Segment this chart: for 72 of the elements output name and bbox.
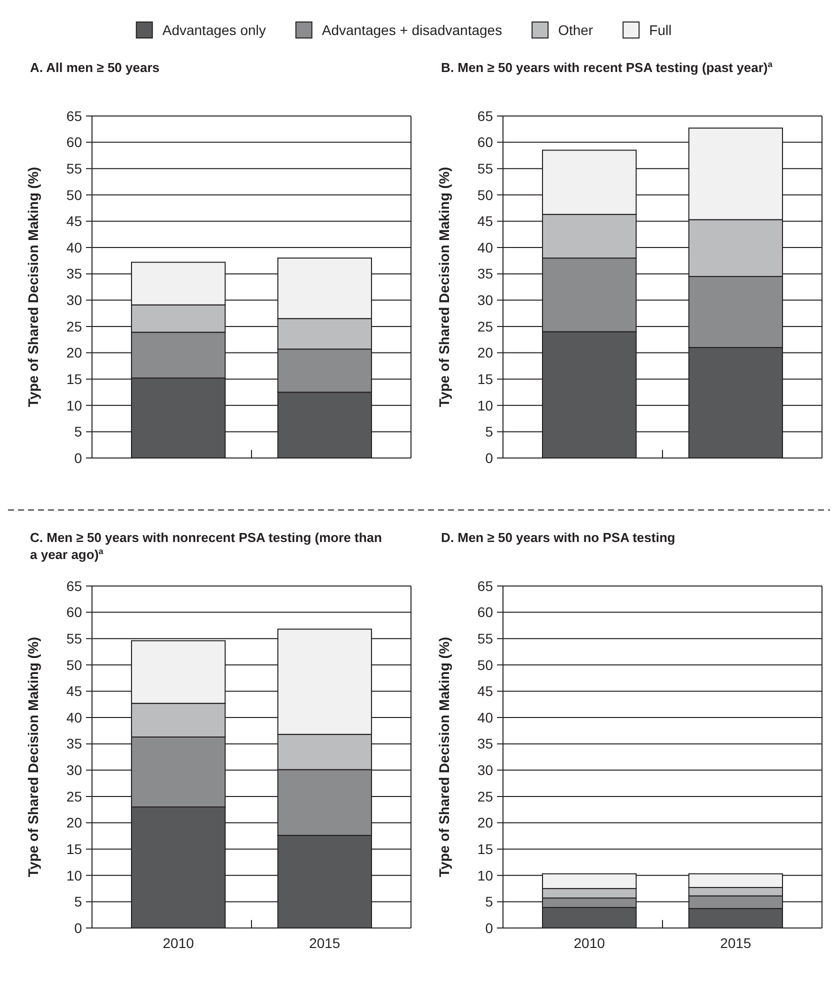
y-tick-label: 15: [66, 370, 82, 387]
y-tick-label: 30: [66, 292, 82, 308]
y-tick-label: 5: [74, 894, 82, 910]
y-tick-label: 65: [66, 108, 82, 124]
y-tick-label: 55: [66, 160, 82, 177]
y-tick-label: 25: [66, 788, 82, 804]
y-tick-label: 45: [66, 683, 82, 700]
y-tick-label: 5: [485, 894, 494, 910]
y-tick-label: 20: [477, 344, 494, 361]
y-tick-label: 60: [66, 134, 82, 150]
y-tick-label: 5: [485, 424, 494, 440]
y-tick-label: 35: [477, 736, 494, 752]
y-tick-label: 0: [485, 920, 494, 936]
y-tick-label: 20: [66, 344, 82, 361]
x-tick-label: 2015: [309, 935, 340, 951]
x-tick-label: 2010: [574, 935, 606, 951]
y-tick-label: 40: [66, 709, 82, 726]
chart-title: A. All men ≥ 50 years: [30, 60, 160, 75]
y-tick-label: 30: [66, 762, 82, 778]
y-axis-title: Type of Shared Decision Making (%): [25, 636, 41, 878]
x-tick-label: 2015: [720, 935, 752, 951]
legend-label: Other: [558, 22, 594, 38]
y-tick-label: 50: [66, 656, 82, 673]
legend-label: Advantages + disadvantages: [322, 22, 502, 38]
y-tick-label: 20: [66, 814, 82, 831]
y-tick-label: 60: [477, 604, 494, 620]
y-tick-label: 40: [66, 239, 82, 256]
y-axis-title: Type of Shared Decision Making (%): [436, 166, 452, 408]
y-tick-label: 25: [477, 318, 494, 334]
y-tick-label: 20: [477, 814, 494, 831]
y-tick-label: 25: [66, 318, 82, 334]
y-axis-title: Type of Shared Decision Making (%): [25, 166, 41, 408]
y-tick-label: 35: [477, 266, 494, 282]
y-tick-label: 45: [66, 213, 82, 230]
y-tick-label: 50: [477, 186, 494, 203]
y-tick-label: 15: [477, 370, 494, 387]
y-tick-label: 0: [74, 450, 82, 466]
y-tick-label: 25: [477, 788, 494, 804]
y-tick-label: 0: [74, 920, 82, 936]
y-axis-title: Type of Shared Decision Making (%): [436, 636, 452, 878]
chart-title: D. Men ≥ 50 years with no PSA testing: [441, 530, 676, 545]
y-tick-label: 15: [66, 840, 82, 857]
y-tick-label: 55: [66, 630, 82, 647]
y-tick-label: 15: [477, 840, 494, 857]
legend-label: Advantages only: [162, 22, 266, 38]
y-tick-label: 60: [66, 604, 82, 620]
y-tick-label: 40: [477, 239, 494, 256]
y-tick-label: 10: [66, 867, 82, 884]
y-tick-label: 35: [66, 736, 82, 752]
y-tick-label: 0: [485, 450, 494, 466]
y-tick-label: 10: [477, 867, 494, 884]
y-tick-label: 65: [66, 578, 82, 594]
y-tick-label: 50: [66, 186, 82, 203]
y-tick-label: 55: [477, 160, 494, 177]
y-tick-label: 55: [477, 630, 494, 647]
y-tick-label: 65: [477, 108, 494, 124]
y-tick-label: 30: [477, 292, 494, 308]
y-tick-label: 60: [477, 134, 494, 150]
y-tick-label: 35: [66, 266, 82, 282]
y-tick-label: 10: [66, 397, 82, 414]
y-tick-label: 40: [477, 709, 494, 726]
y-tick-label: 50: [477, 656, 494, 673]
chart-title: C. Men ≥ 50 years with nonrecent PSA testing (more than a year ago)$^{a}$: [30, 530, 382, 562]
y-tick-label: 5: [74, 424, 82, 440]
y-tick-label: 45: [477, 213, 494, 230]
y-tick-label: 45: [477, 683, 494, 700]
legend-label: Full: [649, 22, 672, 38]
x-tick-label: 2010: [162, 935, 194, 951]
y-tick-label: 65: [477, 578, 494, 594]
y-tick-label: 10: [477, 397, 494, 414]
y-tick-label: 30: [477, 762, 494, 778]
chart-title: B. Men ≥ 50 years with recent PSA testing (past year)$^{a}$: [441, 59, 773, 75]
